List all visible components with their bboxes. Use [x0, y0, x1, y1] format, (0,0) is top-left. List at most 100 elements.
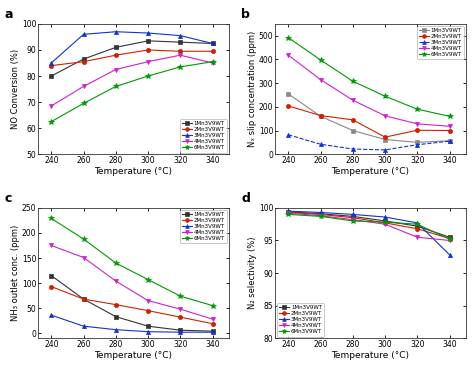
3Mn3V9WT	[318, 142, 323, 146]
2Mn3V9WT	[48, 63, 54, 68]
3Mn3V9WT	[145, 329, 151, 334]
Line: 2Mn3V9WT: 2Mn3V9WT	[286, 104, 452, 139]
Y-axis label: N₂ selectivity (%): N₂ selectivity (%)	[248, 237, 257, 309]
Line: 6Mn3V9WT: 6Mn3V9WT	[285, 212, 452, 242]
4Mn3V9WT	[113, 279, 118, 283]
1Mn3V9WT	[177, 40, 183, 45]
6Mn3V9WT	[113, 261, 118, 265]
Legend: 1Mn3V9WT, 2Mn3V9WT, 3Mn3V9WT, 4Mn3V9WT, 6Mn3V9WT: 1Mn3V9WT, 2Mn3V9WT, 3Mn3V9WT, 4Mn3V9WT, …	[417, 25, 464, 60]
4Mn3V9WT	[447, 124, 452, 128]
Legend: 1Mn3V9WT, 2Mn3V9WT, 3Mn3V9WT, 4Mn3V9WT, 6Mn3V9WT: 1Mn3V9WT, 2Mn3V9WT, 3Mn3V9WT, 4Mn3V9WT, …	[180, 118, 227, 152]
Text: c: c	[4, 192, 11, 205]
Text: b: b	[241, 8, 250, 21]
1Mn3V9WT	[414, 224, 420, 229]
2Mn3V9WT	[447, 236, 452, 241]
3Mn3V9WT	[318, 210, 323, 215]
X-axis label: Temperature (°C): Temperature (°C)	[331, 167, 410, 176]
4Mn3V9WT	[350, 98, 356, 102]
X-axis label: Temperature (°C): Temperature (°C)	[94, 351, 173, 360]
1Mn3V9WT	[350, 214, 356, 219]
3Mn3V9WT	[177, 330, 183, 335]
X-axis label: Temperature (°C): Temperature (°C)	[94, 167, 173, 176]
Line: 1Mn3V9WT: 1Mn3V9WT	[286, 92, 452, 144]
Line: 4Mn3V9WT: 4Mn3V9WT	[49, 243, 215, 321]
Line: 1Mn3V9WT: 1Mn3V9WT	[49, 273, 215, 333]
2Mn3V9WT	[145, 48, 151, 52]
6Mn3V9WT	[414, 222, 420, 226]
Legend: 1Mn3V9WT, 2Mn3V9WT, 3Mn3V9WT, 4Mn3V9WT, 6Mn3V9WT: 1Mn3V9WT, 2Mn3V9WT, 3Mn3V9WT, 4Mn3V9WT, …	[180, 209, 227, 244]
2Mn3V9WT	[81, 297, 86, 301]
4Mn3V9WT	[48, 104, 54, 108]
1Mn3V9WT	[318, 114, 323, 118]
4Mn3V9WT	[447, 238, 452, 243]
3Mn3V9WT	[48, 61, 54, 65]
4Mn3V9WT	[350, 217, 356, 222]
Line: 4Mn3V9WT: 4Mn3V9WT	[49, 53, 215, 108]
3Mn3V9WT	[350, 147, 356, 151]
4Mn3V9WT	[382, 222, 388, 226]
6Mn3V9WT	[447, 114, 452, 118]
Line: 6Mn3V9WT: 6Mn3V9WT	[285, 35, 452, 119]
6Mn3V9WT	[350, 219, 356, 223]
1Mn3V9WT	[382, 219, 388, 223]
X-axis label: Temperature (°C): Temperature (°C)	[331, 351, 410, 360]
2Mn3V9WT	[382, 135, 388, 139]
4Mn3V9WT	[414, 235, 420, 240]
6Mn3V9WT	[210, 60, 215, 64]
6Mn3V9WT	[318, 58, 323, 62]
1Mn3V9WT	[113, 45, 118, 50]
Line: 2Mn3V9WT: 2Mn3V9WT	[286, 210, 452, 241]
1Mn3V9WT	[447, 235, 452, 240]
Line: 3Mn3V9WT: 3Mn3V9WT	[286, 133, 452, 152]
2Mn3V9WT	[382, 221, 388, 225]
6Mn3V9WT	[318, 214, 323, 219]
6Mn3V9WT	[382, 94, 388, 98]
6Mn3V9WT	[145, 277, 151, 282]
4Mn3V9WT	[113, 67, 118, 72]
1Mn3V9WT	[145, 324, 151, 328]
6Mn3V9WT	[350, 79, 356, 84]
3Mn3V9WT	[177, 33, 183, 38]
1Mn3V9WT	[285, 210, 291, 214]
3Mn3V9WT	[81, 324, 86, 328]
2Mn3V9WT	[318, 113, 323, 118]
3Mn3V9WT	[350, 212, 356, 217]
2Mn3V9WT	[350, 216, 356, 220]
Line: 1Mn3V9WT: 1Mn3V9WT	[286, 210, 452, 239]
1Mn3V9WT	[210, 41, 215, 46]
2Mn3V9WT	[210, 49, 215, 53]
2Mn3V9WT	[414, 128, 420, 132]
Y-axis label: NO Conversion (%): NO Conversion (%)	[11, 49, 20, 129]
2Mn3V9WT	[285, 210, 291, 215]
6Mn3V9WT	[48, 119, 54, 124]
6Mn3V9WT	[414, 107, 420, 112]
4Mn3V9WT	[318, 77, 323, 82]
6Mn3V9WT	[447, 237, 452, 241]
1Mn3V9WT	[145, 39, 151, 43]
2Mn3V9WT	[113, 302, 118, 307]
1Mn3V9WT	[48, 74, 54, 78]
1Mn3V9WT	[414, 140, 420, 145]
4Mn3V9WT	[81, 84, 86, 89]
4Mn3V9WT	[285, 53, 291, 57]
6Mn3V9WT	[177, 65, 183, 69]
1Mn3V9WT	[285, 92, 291, 96]
3Mn3V9WT	[210, 330, 215, 335]
1Mn3V9WT	[113, 314, 118, 319]
2Mn3V9WT	[318, 212, 323, 217]
1Mn3V9WT	[81, 57, 86, 61]
4Mn3V9WT	[48, 243, 54, 248]
2Mn3V9WT	[447, 128, 452, 133]
2Mn3V9WT	[113, 53, 118, 57]
4Mn3V9WT	[177, 307, 183, 311]
3Mn3V9WT	[414, 142, 420, 147]
2Mn3V9WT	[285, 104, 291, 108]
3Mn3V9WT	[382, 215, 388, 219]
4Mn3V9WT	[210, 61, 215, 65]
1Mn3V9WT	[210, 329, 215, 333]
3Mn3V9WT	[447, 139, 452, 144]
2Mn3V9WT	[81, 60, 86, 64]
1Mn3V9WT	[81, 297, 86, 301]
Line: 3Mn3V9WT: 3Mn3V9WT	[49, 313, 215, 334]
3Mn3V9WT	[285, 209, 291, 213]
